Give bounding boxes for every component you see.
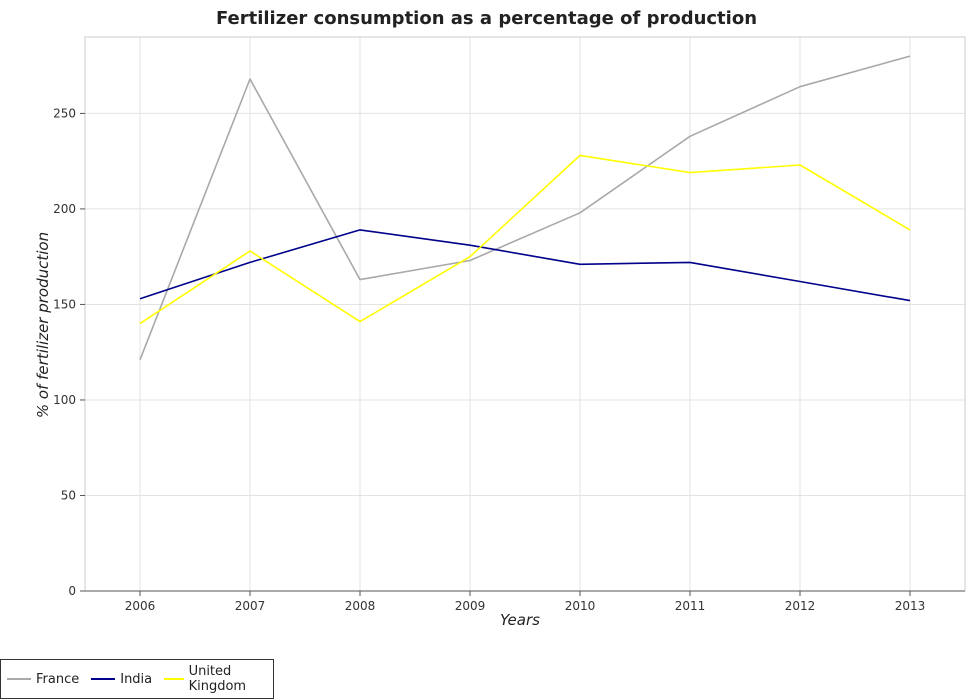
x-tick-label: 2008 — [345, 599, 376, 613]
y-tick-label: 150 — [53, 297, 76, 311]
x-tick-label: 2013 — [895, 599, 926, 613]
plot-frame — [84, 36, 966, 592]
legend-item-united-kingdom: United Kingdom — [164, 664, 273, 694]
x-tick-label: 2007 — [235, 599, 266, 613]
y-tick-label: 50 — [61, 488, 76, 502]
x-tick-label: 2009 — [455, 599, 486, 613]
legend-item-india: India — [91, 672, 152, 687]
legend-label-united-kingdom: United Kingdom — [188, 664, 247, 694]
x-axis-label: Years — [500, 611, 540, 629]
series-lines — [139, 55, 911, 361]
y-tick-label: 250 — [53, 106, 76, 120]
legend-swatch-united-kingdom — [164, 678, 184, 680]
y-tick-label: 100 — [53, 393, 76, 407]
grid — [85, 37, 965, 592]
legend-swatch-india — [91, 678, 116, 680]
y-axis-label: % of fertilizer production — [34, 232, 52, 418]
legend-item-france: France — [7, 672, 79, 687]
x-tick-label: 2012 — [785, 599, 816, 613]
x-tick-label: 2011 — [675, 599, 706, 613]
y-tick-label: 200 — [53, 202, 76, 216]
series-line-india — [139, 229, 911, 302]
chart-title: Fertilizer consumption as a percentage o… — [215, 8, 758, 29]
legend-label-france: France — [36, 671, 80, 687]
legend-swatch-france — [7, 678, 31, 680]
legend: France India United Kingdom — [0, 659, 274, 699]
series-line-united-kingdom — [139, 154, 911, 325]
x-tick-label: 2010 — [565, 599, 596, 613]
x-tick-label: 2006 — [125, 599, 156, 613]
y-tick-label: 0 — [68, 584, 76, 598]
axes — [84, 36, 966, 592]
legend-label-india: India — [120, 671, 153, 687]
ticks: 0 50 100 150 200 250 2006 2007 2008 2009 2010 2011 2… — [53, 106, 925, 613]
series-line-france — [139, 55, 911, 361]
